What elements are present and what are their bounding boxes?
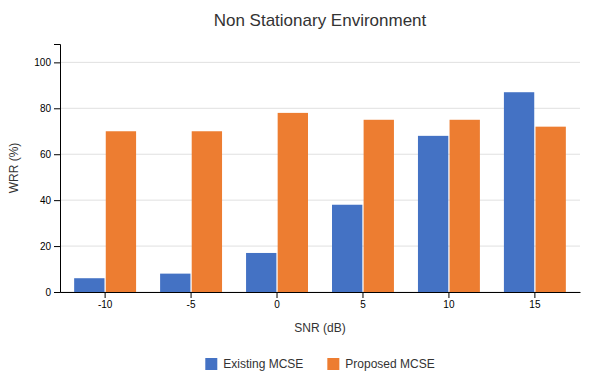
bar bbox=[160, 274, 190, 292]
bar bbox=[332, 205, 362, 292]
y-tick-label: 80 bbox=[40, 103, 52, 114]
bar bbox=[450, 120, 480, 292]
y-tick-mark bbox=[54, 108, 60, 109]
bar bbox=[74, 278, 104, 292]
legend-label: Proposed MCSE bbox=[345, 357, 434, 371]
y-axis-line bbox=[54, 45, 61, 293]
y-tick-mark bbox=[54, 246, 60, 247]
x-tick: 5 bbox=[360, 292, 366, 310]
title: Non Stationary Environment bbox=[214, 11, 427, 30]
y-tick-label: 0 bbox=[45, 287, 51, 298]
bar bbox=[278, 113, 308, 292]
grid-line bbox=[60, 154, 580, 155]
x-tick-mark bbox=[448, 292, 449, 298]
bar bbox=[504, 92, 534, 292]
bar bbox=[364, 120, 394, 292]
grid-line bbox=[60, 200, 580, 201]
x-tick-label: 0 bbox=[274, 299, 280, 310]
x-axis-line bbox=[61, 292, 581, 293]
x-tick-mark bbox=[277, 292, 278, 298]
x-tick-label: 5 bbox=[360, 299, 366, 310]
legend-swatch bbox=[205, 358, 217, 370]
x-tick-mark bbox=[105, 292, 106, 298]
x-tick-mark bbox=[362, 292, 363, 298]
x-tick-label: -10 bbox=[98, 299, 113, 310]
x-axis: -10 -5 0 5 10 15 bbox=[61, 292, 581, 310]
grid bbox=[60, 62, 580, 292]
x-tick: 0 bbox=[274, 292, 280, 310]
x-tick: 15 bbox=[529, 292, 541, 310]
x-tick-label: 10 bbox=[443, 299, 455, 310]
legend-item: Existing MCSE bbox=[205, 357, 303, 371]
bar bbox=[418, 136, 448, 292]
y-tick-label: 20 bbox=[40, 241, 52, 252]
x-tick-mark bbox=[191, 292, 192, 298]
legend-label: Existing MCSE bbox=[223, 357, 303, 371]
y-tick: 80 bbox=[40, 103, 60, 114]
chart-svg: -10 -5 0 5 10 15 0 20 40 60 80 100 Non Stationary En… bbox=[0, 0, 600, 384]
y-tick-label: 60 bbox=[40, 149, 52, 160]
bar-series bbox=[106, 113, 566, 292]
y-tick: 60 bbox=[40, 149, 60, 160]
bar bbox=[246, 253, 276, 292]
x-tick: 10 bbox=[443, 292, 455, 310]
plot-area: -10 -5 0 5 10 15 0 20 40 60 80 100 bbox=[34, 45, 580, 311]
y-axis-title: WRR (%) bbox=[7, 143, 21, 194]
x-axis-title: SNR (dB) bbox=[294, 321, 345, 335]
legend: Existing MCSE Proposed MCSE bbox=[205, 357, 434, 371]
y-tick-mark bbox=[54, 62, 60, 63]
bar-series bbox=[74, 92, 534, 292]
legend-swatch bbox=[327, 358, 339, 370]
y-tick: 0 bbox=[45, 287, 60, 298]
grid-line bbox=[60, 292, 580, 293]
chart-container: -10 -5 0 5 10 15 0 20 40 60 80 100 Non Stationary En… bbox=[0, 0, 600, 384]
x-tick-label: -5 bbox=[187, 299, 196, 310]
bar bbox=[536, 127, 566, 292]
bars bbox=[74, 92, 566, 292]
x-tick: -5 bbox=[187, 292, 196, 310]
x-tick-label: 15 bbox=[529, 299, 541, 310]
y-axis: 0 20 40 60 80 100 bbox=[34, 45, 60, 298]
bar bbox=[106, 131, 136, 292]
y-tick-label: 100 bbox=[34, 57, 51, 68]
y-tick-label: 40 bbox=[40, 195, 52, 206]
x-tick-mark bbox=[534, 292, 535, 298]
y-tick: 20 bbox=[40, 241, 60, 252]
y-tick: 40 bbox=[40, 195, 60, 206]
y-tick-mark bbox=[54, 200, 60, 201]
x-tick: -10 bbox=[98, 292, 113, 310]
y-tick-mark bbox=[54, 154, 60, 155]
y-tick-mark bbox=[54, 292, 60, 293]
legend-item: Proposed MCSE bbox=[327, 357, 434, 371]
grid-line bbox=[60, 246, 580, 247]
grid-line bbox=[60, 62, 580, 63]
grid-line bbox=[60, 108, 580, 109]
y-tick: 100 bbox=[34, 57, 60, 68]
bar bbox=[192, 131, 222, 292]
